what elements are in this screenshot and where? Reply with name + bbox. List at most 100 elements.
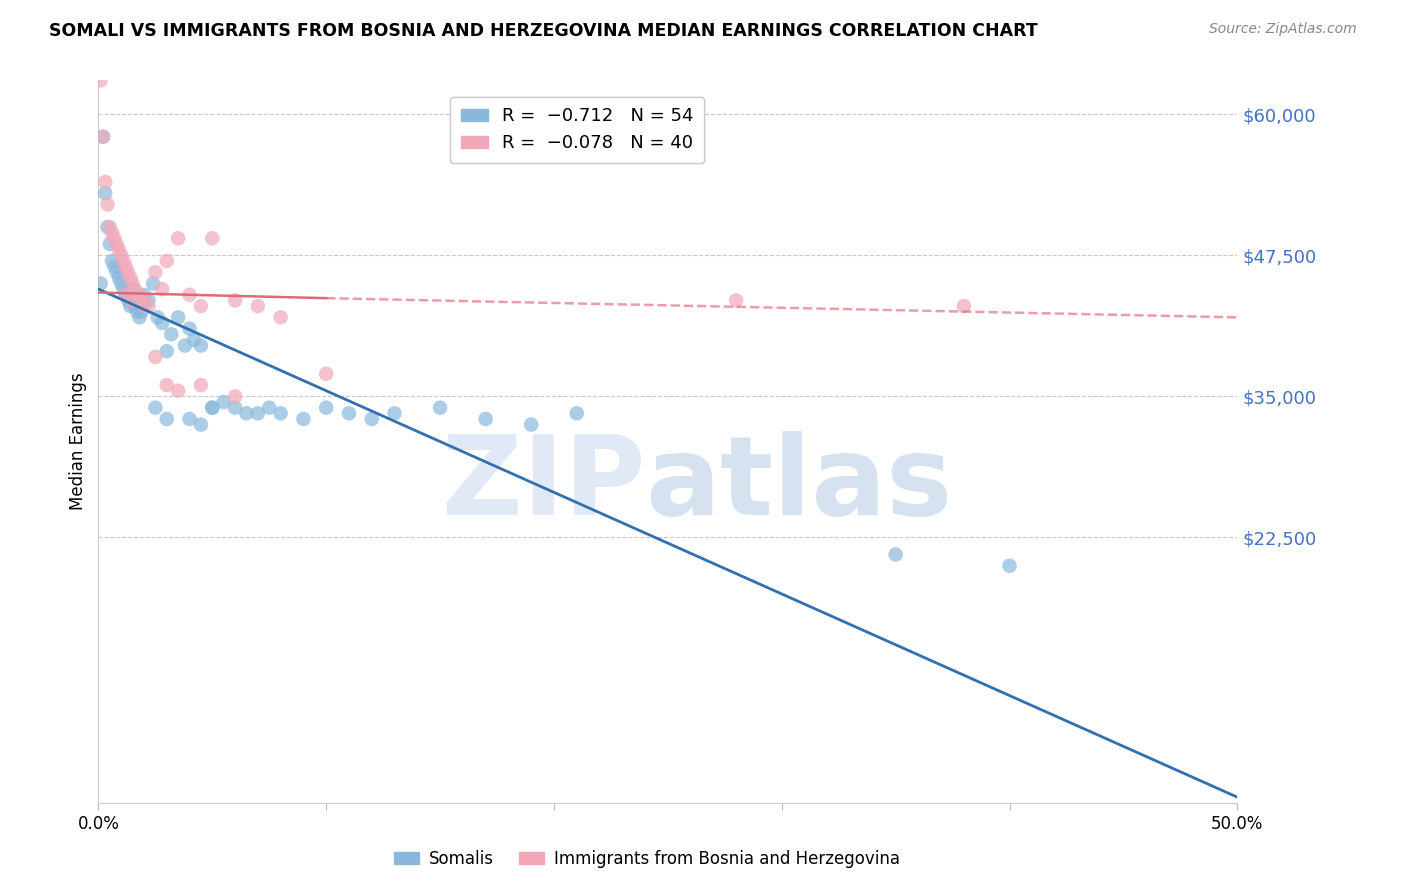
Point	[101, 253, 124, 268]
Point	[150, 282, 173, 296]
Point	[90, 73, 112, 87]
Point	[224, 293, 246, 308]
Point	[474, 412, 496, 426]
Point	[128, 287, 150, 301]
Point	[953, 299, 976, 313]
Point	[150, 316, 173, 330]
Point	[156, 412, 179, 426]
Point	[121, 277, 143, 291]
Point	[121, 282, 143, 296]
Point	[190, 299, 212, 313]
Point	[246, 406, 269, 420]
Point	[96, 197, 118, 211]
Point	[114, 260, 136, 274]
Point	[138, 293, 160, 308]
Point	[270, 310, 292, 325]
Y-axis label: Median Earnings: Median Earnings	[69, 373, 87, 510]
Point	[167, 310, 190, 325]
Point	[96, 220, 118, 235]
Point	[105, 265, 128, 279]
Point	[120, 299, 142, 313]
Point	[292, 412, 315, 426]
Point	[91, 129, 114, 144]
Point	[201, 401, 224, 415]
Point	[315, 367, 337, 381]
Point	[156, 344, 179, 359]
Point	[142, 277, 165, 291]
Point	[145, 350, 167, 364]
Point	[146, 310, 169, 325]
Point	[94, 186, 117, 201]
Point	[201, 231, 224, 245]
Point	[167, 231, 190, 245]
Point	[94, 175, 117, 189]
Point	[110, 277, 132, 291]
Point	[91, 129, 114, 144]
Point	[360, 412, 382, 426]
Text: ZIP: ZIP	[441, 432, 645, 539]
Point	[179, 321, 201, 335]
Point	[138, 299, 160, 313]
Point	[145, 265, 167, 279]
Point	[98, 237, 121, 252]
Point	[246, 299, 269, 313]
Point	[114, 287, 136, 301]
Point	[114, 287, 136, 301]
Text: SOMALI VS IMMIGRANTS FROM BOSNIA AND HERZEGOVINA MEDIAN EARNINGS CORRELATION CHA: SOMALI VS IMMIGRANTS FROM BOSNIA AND HER…	[49, 22, 1038, 40]
Point	[103, 260, 125, 274]
Point	[103, 231, 125, 245]
Point	[174, 338, 197, 352]
Point	[384, 406, 406, 420]
Point	[128, 310, 150, 325]
Point	[108, 243, 131, 257]
Point	[124, 299, 146, 313]
Point	[98, 220, 121, 235]
Point	[132, 293, 155, 308]
Point	[429, 401, 451, 415]
Point	[117, 265, 139, 279]
Point	[190, 417, 212, 432]
Legend: Somalis, Immigrants from Bosnia and Herzegovina: Somalis, Immigrants from Bosnia and Herz…	[387, 844, 907, 875]
Point	[121, 293, 143, 308]
Point	[259, 401, 281, 415]
Legend: R =  −0.712   N = 54, R =  −0.078   N = 40: R = −0.712 N = 54, R = −0.078 N = 40	[450, 96, 704, 163]
Point	[145, 401, 167, 415]
Point	[235, 406, 257, 420]
Point	[120, 270, 142, 285]
Point	[315, 401, 337, 415]
Point	[124, 282, 146, 296]
Point	[565, 406, 588, 420]
Point	[224, 389, 246, 403]
Point	[160, 327, 183, 342]
Point	[132, 287, 155, 301]
Text: atlas: atlas	[645, 432, 952, 539]
Point	[183, 333, 205, 347]
Point	[179, 412, 201, 426]
Point	[132, 299, 155, 313]
Point	[90, 277, 112, 291]
Point	[101, 226, 124, 240]
Point	[167, 384, 190, 398]
Point	[127, 304, 149, 318]
Point	[212, 395, 235, 409]
Point	[131, 304, 153, 318]
Point	[190, 378, 212, 392]
Point	[201, 401, 224, 415]
Point	[190, 338, 212, 352]
Point	[156, 378, 179, 392]
Point	[520, 417, 543, 432]
Point	[998, 558, 1021, 573]
Point	[337, 406, 360, 420]
Point	[112, 282, 135, 296]
Point	[224, 401, 246, 415]
Point	[725, 293, 748, 308]
Point	[105, 237, 128, 252]
Point	[108, 270, 131, 285]
Point	[179, 287, 201, 301]
Text: Source: ZipAtlas.com: Source: ZipAtlas.com	[1209, 22, 1357, 37]
Point	[110, 248, 132, 262]
Point	[156, 253, 179, 268]
Point	[117, 293, 139, 308]
Point	[112, 253, 135, 268]
Point	[884, 548, 907, 562]
